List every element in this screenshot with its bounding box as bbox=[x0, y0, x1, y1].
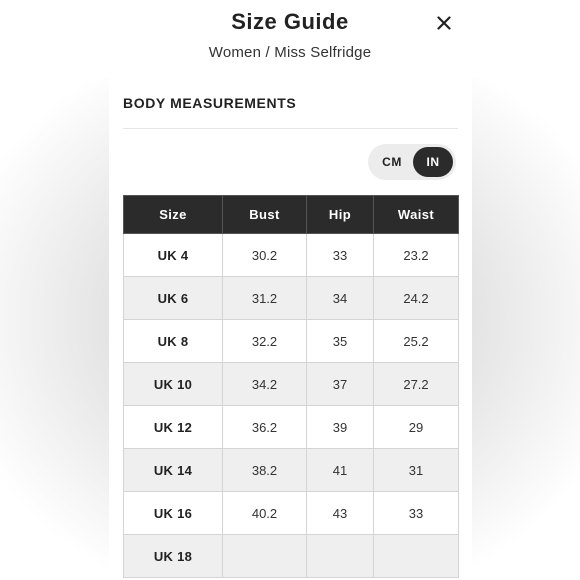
size-table: Size Bust Hip Waist UK 4 30.2 33 23.2 UK… bbox=[123, 195, 459, 578]
table-header-row: Size Bust Hip Waist bbox=[123, 195, 459, 234]
size-cell: UK 4 bbox=[123, 233, 223, 277]
column-header-bust: Bust bbox=[222, 195, 307, 234]
hip-cell bbox=[306, 534, 374, 578]
hip-cell: 39 bbox=[306, 405, 374, 449]
table-row: UK 16 40.2 43 33 bbox=[123, 491, 459, 535]
size-cell: UK 8 bbox=[123, 319, 223, 363]
table-row: UK 18 bbox=[123, 534, 459, 578]
size-cell: UK 12 bbox=[123, 405, 223, 449]
section-title: BODY MEASUREMENTS bbox=[123, 95, 297, 111]
table-row: UK 4 30.2 33 23.2 bbox=[123, 233, 459, 277]
waist-cell: 33 bbox=[373, 491, 459, 535]
waist-cell: 24.2 bbox=[373, 276, 459, 320]
close-button[interactable] bbox=[432, 11, 456, 35]
bust-cell: 38.2 bbox=[222, 448, 307, 492]
measurements-panel: BODY MEASUREMENTS CM IN Size Bust Hip Wa… bbox=[109, 78, 472, 580]
bust-cell bbox=[222, 534, 307, 578]
hip-cell: 35 bbox=[306, 319, 374, 363]
divider bbox=[123, 128, 458, 129]
table-row: UK 12 36.2 39 29 bbox=[123, 405, 459, 449]
page-title: Size Guide bbox=[231, 9, 349, 34]
size-cell: UK 18 bbox=[123, 534, 223, 578]
table-row: UK 8 32.2 35 25.2 bbox=[123, 319, 459, 363]
size-cell: UK 14 bbox=[123, 448, 223, 492]
waist-cell: 23.2 bbox=[373, 233, 459, 277]
bust-cell: 32.2 bbox=[222, 319, 307, 363]
size-cell: UK 6 bbox=[123, 276, 223, 320]
bust-cell: 40.2 bbox=[222, 491, 307, 535]
bust-cell: 30.2 bbox=[222, 233, 307, 277]
hip-cell: 43 bbox=[306, 491, 374, 535]
bust-cell: 34.2 bbox=[222, 362, 307, 406]
table-row: UK 14 38.2 41 31 bbox=[123, 448, 459, 492]
waist-cell: 27.2 bbox=[373, 362, 459, 406]
column-header-hip: Hip bbox=[306, 195, 374, 234]
unit-toggle: CM IN bbox=[368, 144, 456, 180]
size-cell: UK 10 bbox=[123, 362, 223, 406]
bust-cell: 36.2 bbox=[222, 405, 307, 449]
unit-in-button[interactable]: IN bbox=[413, 147, 453, 177]
table-row: UK 10 34.2 37 27.2 bbox=[123, 362, 459, 406]
size-cell: UK 16 bbox=[123, 491, 223, 535]
table-row: UK 6 31.2 34 24.2 bbox=[123, 276, 459, 320]
header: Size Guide Women / Miss Selfridge bbox=[0, 0, 580, 78]
hip-cell: 33 bbox=[306, 233, 374, 277]
hip-cell: 34 bbox=[306, 276, 374, 320]
unit-cm-button[interactable]: CM bbox=[382, 155, 402, 169]
hip-cell: 41 bbox=[306, 448, 374, 492]
page-subtitle: Women / Miss Selfridge bbox=[208, 44, 372, 61]
close-icon bbox=[437, 16, 451, 30]
waist-cell: 25.2 bbox=[373, 319, 459, 363]
waist-cell: 29 bbox=[373, 405, 459, 449]
hip-cell: 37 bbox=[306, 362, 374, 406]
bust-cell: 31.2 bbox=[222, 276, 307, 320]
column-header-size: Size bbox=[123, 195, 223, 234]
waist-cell: 31 bbox=[373, 448, 459, 492]
waist-cell bbox=[373, 534, 459, 578]
column-header-waist: Waist bbox=[373, 195, 459, 234]
